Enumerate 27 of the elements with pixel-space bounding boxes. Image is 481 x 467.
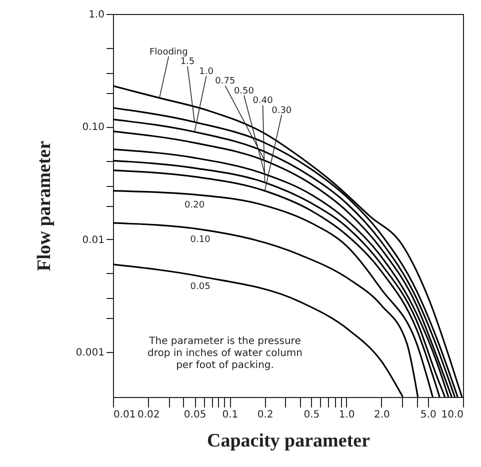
y-tick-label: 0.10 <box>82 122 104 134</box>
series-label: 0.10 <box>190 234 211 245</box>
x-tick-label: 10.0 <box>441 410 464 420</box>
x-tick-label: 0.02 <box>137 410 160 420</box>
y-tick-label: 0.01 <box>82 234 104 246</box>
text: 1.5 <box>180 57 195 68</box>
y-tick-label: 1.0 <box>88 10 104 20</box>
annotation: The parameter is the pressure drop in inches of water column per foot of packing. <box>148 336 302 371</box>
text: 0.75 <box>215 76 236 87</box>
y-tick-label: 0.001 <box>76 348 104 359</box>
x-tick-label: 2.0 <box>374 410 390 420</box>
text: 1.0 <box>199 66 214 77</box>
x-tick-label: 1.0 <box>338 410 355 420</box>
x-tick-label: 5.0 <box>420 410 436 420</box>
x-tick-label: 0.1 <box>222 410 238 420</box>
text: 0.30 <box>272 106 292 116</box>
text: 0.40 <box>252 96 274 106</box>
x-tick-label: 0.2 <box>257 410 274 420</box>
y-axis-title: Flow parameter <box>34 140 55 272</box>
x-axis-title: Capacity parameter <box>206 430 371 452</box>
x-tick-label: 0.05 <box>184 410 206 420</box>
series-label: 0.20 <box>184 200 205 210</box>
text: 0.50 <box>234 86 254 96</box>
x-tick-label: 0.5 <box>304 410 320 420</box>
text: Flooding <box>150 47 188 58</box>
x-tick-label: 0.01 <box>114 410 136 420</box>
series-label: 0.05 <box>190 282 210 292</box>
